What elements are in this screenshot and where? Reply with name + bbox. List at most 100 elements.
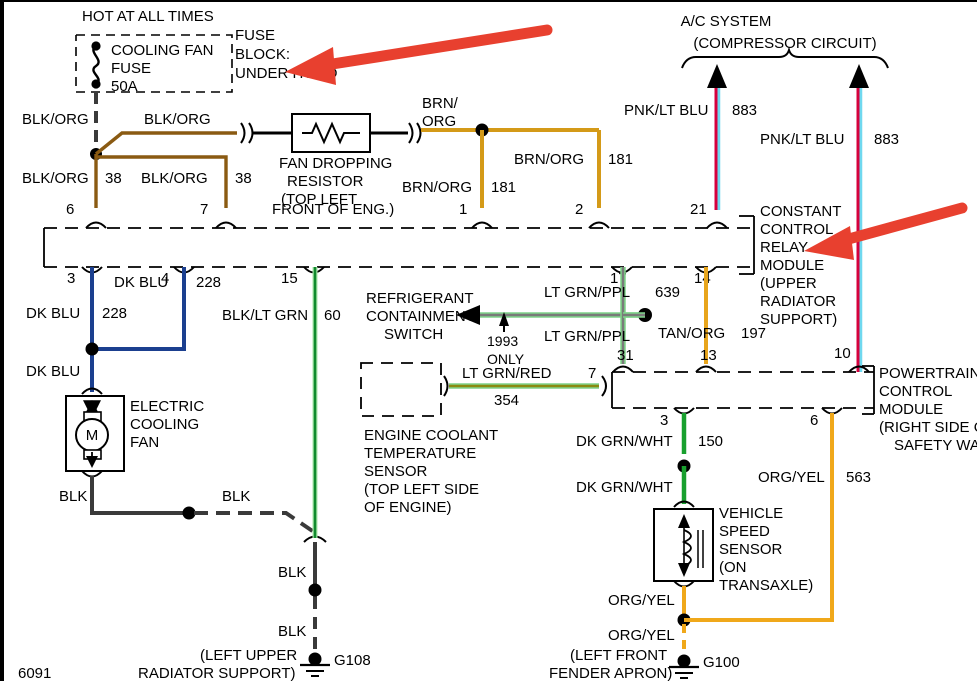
vss-label-l2: SPEED xyxy=(719,523,770,540)
wire-label-dk-blu-1: DK BLU xyxy=(26,305,80,322)
wire-label-lt-grn-ppl-1: LT GRN/PPL xyxy=(544,284,630,301)
splice-dot-blk xyxy=(182,506,196,520)
splice-dot-dkblu xyxy=(85,342,99,356)
wire-label-blk-3: BLK xyxy=(278,564,306,581)
ac-system-bracket xyxy=(681,46,889,69)
circuit-number-181-b: 181 xyxy=(608,151,633,168)
annotation-arrow-1-shaft xyxy=(320,24,553,71)
wire-blk-dashed-run xyxy=(194,511,316,534)
refrigerant-switch-l1: REFRIGERANT xyxy=(366,290,474,307)
ect-label-l5: OF ENGINE) xyxy=(364,499,452,516)
splice-dot-blk-2 xyxy=(308,583,322,597)
resistor-label-line4: FRONT OF ENG.) xyxy=(272,201,394,218)
vss-label-l3: SENSOR xyxy=(719,541,783,558)
vss-arrow-up xyxy=(678,514,690,528)
arrowhead-refrigerant-switch xyxy=(456,305,480,325)
pin-cup-pcm-31 xyxy=(612,365,634,373)
relay-module-label-l2: CONTROL xyxy=(760,221,833,238)
resistor-zigzag xyxy=(302,121,360,145)
fan-label-l3: FAN xyxy=(130,434,159,451)
ect-sensor-outline xyxy=(360,362,442,417)
circuit-number-150: 150 xyxy=(698,433,723,450)
fuse-block-label-line1: FUSE xyxy=(235,27,275,44)
ect-label-l2: TEMPERATURE xyxy=(364,445,476,462)
pin-number-relay-3: 3 xyxy=(67,270,75,287)
wire-label-blk-org-3: BLK/ORG xyxy=(22,170,89,187)
fan-motor-symbol: M xyxy=(86,427,99,444)
wire-dk-blu-pin4 xyxy=(92,267,186,351)
annotation-arrow-2-shaft xyxy=(839,202,968,246)
fuse-block-label-line2: BLOCK: xyxy=(235,46,290,63)
annotation-arrow-2-head xyxy=(804,226,854,260)
hot-at-all-times-label: HOT AT ALL TIMES xyxy=(82,8,214,25)
pin-number-relay-4: 4 xyxy=(161,270,169,287)
pin-cup-pcm-13 xyxy=(695,365,717,373)
fuse-symbol xyxy=(92,45,100,85)
wire-label-blk-org-2: BLK/ORG xyxy=(144,111,211,128)
wire-label-blk-org-1: BLK/ORG xyxy=(22,111,89,128)
pin-number-relay-2: 2 xyxy=(575,201,583,218)
wire-label-org-yel-1: ORG/YEL xyxy=(608,592,675,609)
wire-label-brn-org-top2: ORG xyxy=(422,113,456,130)
arrowhead-ac-1 xyxy=(707,64,727,88)
relay-module-box xyxy=(43,215,755,275)
wire-label-dk-grn-wht-1: DK GRN/WHT xyxy=(576,433,673,450)
pin-number-pcm-6: 6 xyxy=(810,412,818,429)
fuse-label-line2: FUSE xyxy=(111,60,151,77)
pin-number-pcm-10: 10 xyxy=(834,345,851,362)
pin-number-pcm-13: 13 xyxy=(700,347,717,364)
pin-number-relay-14: 14 xyxy=(694,270,711,287)
pin-cup-relay-2 xyxy=(588,221,610,229)
ground-g108-loc2: RADIATOR SUPPORT) xyxy=(138,665,296,681)
ground-code-g108: G108 xyxy=(334,652,371,669)
relay-module-label-l5: (UPPER xyxy=(760,275,817,292)
fuse-label-line3: 50A xyxy=(111,78,138,95)
wire-label-brn-org-1: BRN/ORG xyxy=(402,179,472,196)
circuit-number-38-a: 38 xyxy=(105,170,122,187)
relay-module-label-l3: RELAY xyxy=(760,239,808,256)
wire-label-blk-org-4: BLK/ORG xyxy=(141,170,208,187)
pin-number-relay-21: 21 xyxy=(690,201,707,218)
pcm-box xyxy=(611,365,875,415)
pin-number-relay-6: 6 xyxy=(66,201,74,218)
ect-label-l1: ENGINE COOLANT xyxy=(364,427,498,444)
circuit-number-883-b: 883 xyxy=(874,131,899,148)
resistor-label-line1: FAN DROPPING xyxy=(279,155,392,172)
fuse-node-top xyxy=(91,41,101,51)
wire-label-blk-lt-grn: BLK/LT GRN xyxy=(222,307,308,324)
pin-number-relay-7: 7 xyxy=(200,201,208,218)
ground-code-g100: G100 xyxy=(703,654,740,671)
pin-number-pcm-31: 31 xyxy=(617,347,634,364)
circuit-number-181-a: 181 xyxy=(491,179,516,196)
inline-connector-left xyxy=(240,122,254,144)
wire-blk-org-pin7 xyxy=(96,155,228,208)
pin-cup-relay-21 xyxy=(706,221,728,229)
pin-cup-relay-7 xyxy=(215,221,237,229)
note-only: ONLY xyxy=(487,351,525,367)
pcm-connector-pin7 xyxy=(601,375,607,397)
ground-dot-g100 xyxy=(677,654,691,668)
refrigerant-switch-l3: SWITCH xyxy=(384,326,443,343)
wire-label-blk-4: BLK xyxy=(278,623,306,640)
fuse-label-line1: COOLING FAN xyxy=(111,42,214,59)
wire-label-lt-grn-ppl-2: LT GRN/PPL xyxy=(544,328,630,345)
ground-g100-loc1: (LEFT FRONT xyxy=(570,647,667,664)
vss-arrow-down xyxy=(678,563,690,577)
pin-cup-relay-1 xyxy=(471,221,493,229)
wiring-diagram-svg: HOT AT ALL TIMES COOLING FAN FUSE 50A FU… xyxy=(18,8,977,681)
wire-label-brn-org-top1: BRN/ xyxy=(422,95,459,112)
fuse-block-outline xyxy=(75,34,233,93)
pin-number-pcm-3: 3 xyxy=(660,412,668,429)
resistor-label-line2: RESISTOR xyxy=(287,173,364,190)
ect-connector-symbol xyxy=(443,375,449,397)
annotation-arrow-2 xyxy=(804,202,968,260)
wire-label-blk-2: BLK xyxy=(222,488,250,505)
fan-arrow-up xyxy=(86,400,98,412)
note-1993: 1993 xyxy=(487,333,518,349)
relay-module-label-l4: MODULE xyxy=(760,257,824,274)
vss-coil xyxy=(681,529,692,567)
circuit-number-228-a: 228 xyxy=(102,305,127,322)
wire-label-dk-blu-3: DK BLU xyxy=(26,363,80,380)
wire-label-tan-org: TAN/ORG xyxy=(658,325,725,342)
circuit-number-228-b: 228 xyxy=(196,274,221,291)
